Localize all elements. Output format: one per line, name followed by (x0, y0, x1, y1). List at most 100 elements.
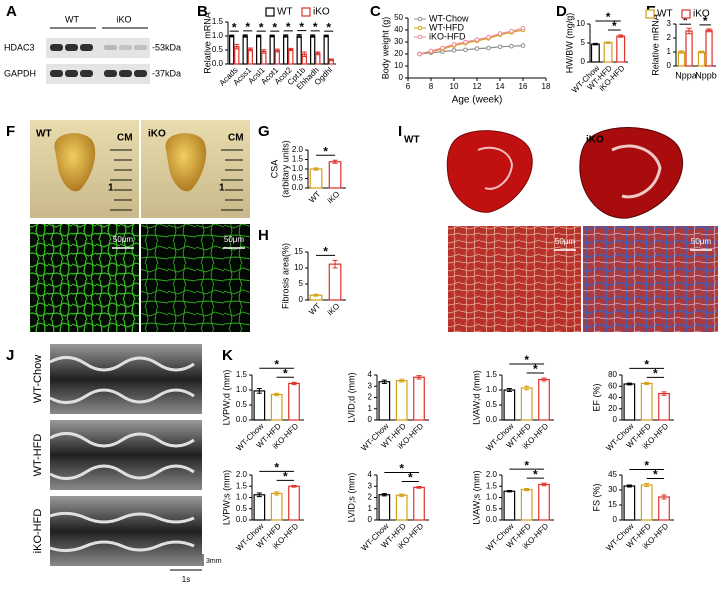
bar (640, 484, 653, 521)
bar (253, 494, 266, 521)
y-tick-label: 5 (299, 279, 304, 288)
error-bar (301, 51, 307, 57)
bar (288, 382, 300, 421)
bar (616, 35, 626, 63)
y-tick-label: 0.0 (486, 515, 498, 524)
bar (323, 35, 329, 65)
error-bar (274, 392, 280, 397)
error-bar (626, 484, 632, 488)
significance-label: * (286, 20, 291, 34)
legend-swatch (645, 9, 655, 19)
bar (658, 496, 670, 521)
y-tick-label: 0.0 (236, 515, 248, 524)
panel-label: A (6, 3, 17, 20)
bar (270, 393, 283, 421)
bar (274, 49, 280, 65)
bar (623, 383, 636, 421)
panel-label: C (370, 3, 381, 20)
y-tick-label: 0.0 (486, 415, 498, 424)
ruler-unit: CM (117, 133, 133, 144)
y-tick-label: 0 (613, 515, 618, 524)
significance-label: * (533, 467, 538, 481)
x-tick-label: Nppb (695, 70, 717, 80)
error-bar (381, 379, 387, 384)
error-bar (234, 43, 240, 50)
error-bar (506, 490, 512, 493)
error-bar (229, 34, 235, 38)
scale-bar-label: 50μm (555, 237, 576, 246)
y-tick-label: 1 (368, 404, 373, 413)
line (419, 45, 524, 55)
bar (288, 48, 294, 65)
y-tick-label: 20 (608, 404, 617, 413)
bar (697, 51, 706, 67)
panel-label: G (258, 123, 270, 140)
error-bar (256, 34, 262, 38)
y-tick-label: 0 (368, 415, 373, 424)
error-bar (256, 492, 262, 498)
bar (283, 35, 289, 65)
significance-label: * (644, 459, 649, 473)
bar (603, 42, 613, 63)
y-tick-label: 1.0 (212, 31, 224, 40)
y-axis-title: Relative mRNA (650, 14, 660, 76)
y-axis-title: Relative mRNA (202, 12, 212, 74)
panel-label: F (6, 123, 15, 140)
error-bar (524, 488, 530, 492)
error-bar (323, 34, 329, 38)
y-tick-label: 15 (608, 500, 617, 509)
x-tick-label: WT (307, 189, 322, 204)
bar (520, 387, 533, 421)
bar (328, 161, 342, 189)
significance-label: * (533, 362, 538, 376)
error-bar (296, 34, 302, 38)
y-axis-title: LVID;d (mm) (346, 372, 356, 422)
marker (497, 44, 503, 50)
panel-label: H (258, 227, 269, 244)
marker (509, 43, 514, 49)
error-bar (524, 385, 530, 391)
x-tick-label: 16 (519, 82, 528, 91)
error-bar (644, 483, 650, 487)
bar (685, 30, 693, 67)
y-tick-label: 2.0 (292, 145, 304, 154)
error-bar (416, 375, 422, 380)
marker (451, 48, 457, 53)
error-bar (416, 485, 422, 489)
significance-label: * (653, 366, 658, 380)
x-tick-label: Nppa (675, 70, 697, 80)
y-tick-label: 1.5 (212, 17, 224, 26)
error-bar (332, 259, 338, 269)
echo-group: iKO-HFD (32, 509, 44, 554)
bar (310, 35, 316, 65)
y-tick-label: 45 (608, 470, 617, 479)
significance-label: * (323, 144, 328, 158)
error-bar (332, 159, 338, 164)
trichrome: WT iKO 50μm 50μm (404, 127, 718, 332)
bar (288, 485, 300, 521)
legend-marker (417, 34, 423, 40)
panel-label: I (398, 123, 402, 140)
significance-label: * (703, 14, 708, 28)
error-bar (399, 378, 405, 383)
significance-label: * (683, 13, 688, 27)
y-tick-label: 0.5 (212, 45, 224, 54)
bar (242, 35, 248, 65)
error-bar (328, 58, 334, 62)
error-bar (310, 34, 316, 38)
y-tick-label: 0 (368, 515, 373, 524)
marker (440, 45, 445, 51)
error-bar (706, 28, 712, 33)
y-tick-label: 15 (294, 247, 303, 256)
blot-row: HDAC3 (4, 42, 35, 52)
significance-label: * (399, 462, 404, 476)
bar (658, 392, 670, 421)
significance-label: * (612, 19, 617, 33)
y-tick-label: 2 (368, 493, 373, 502)
y-axis-title: (arbitary units) (280, 140, 290, 198)
bar (395, 494, 408, 521)
y-tick-label: 60 (608, 381, 617, 390)
y-axis-title: HW/BW (mg/g) (564, 13, 574, 74)
legend-label: WT (657, 9, 673, 20)
